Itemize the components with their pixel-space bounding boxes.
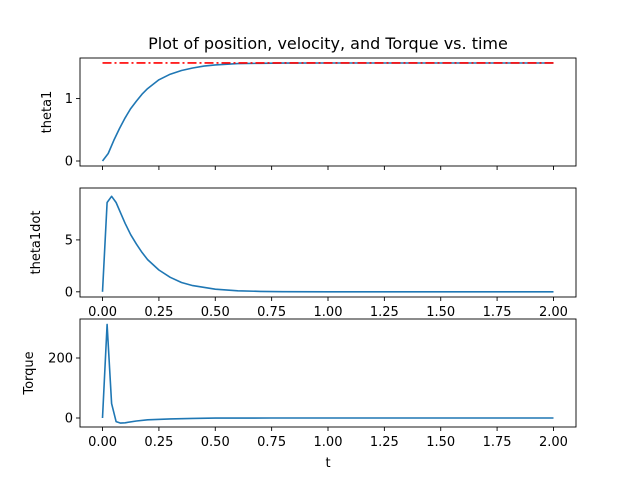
x-tick-label: 0.25	[144, 435, 173, 450]
x-tick-label: 1.25	[370, 435, 399, 450]
series-line-1	[101, 323, 554, 424]
x-tick-label: 2.00	[539, 305, 568, 320]
x-tick-label: 0.25	[144, 305, 173, 320]
y-tick-label: 0	[65, 412, 73, 427]
series-line-1	[101, 195, 554, 293]
x-tick-label: 1.50	[426, 305, 455, 320]
y-tick-label: 1	[65, 92, 73, 107]
y-tick-label: 0	[65, 155, 73, 170]
x-tick-label: 0.00	[88, 435, 117, 450]
x-tick-label: 1.75	[483, 435, 512, 450]
subplot-2: 0.00 0.25 0.50 0.75 1.00 1.25 1.50 1.75 2.00 0 5 th…	[29, 187, 577, 320]
x-tick-label: 0.00	[88, 305, 117, 320]
y-tick-label: 0	[65, 285, 73, 300]
x-tick-label: 0.50	[201, 305, 230, 320]
x-tick-label: 1.50	[426, 435, 455, 450]
y-axis-label: theta1	[40, 91, 55, 134]
figure-title: Plot of position, velocity, and Torque v…	[148, 34, 508, 53]
y-axis-label: Torque	[22, 351, 37, 395]
x-tick-label: 0.75	[257, 435, 286, 450]
x-tick-label: 2.00	[539, 435, 568, 450]
x-tick-label: 0.50	[201, 435, 230, 450]
x-tick-label: 1.25	[370, 305, 399, 320]
y-tick-label: 5	[65, 233, 73, 248]
subplots: 0 1 theta1 0.00 0.25 0.50 0.75 1.00 1.25 1.50 1.75…	[22, 57, 577, 450]
x-tick-label: 1.00	[314, 435, 343, 450]
x-axis-label: t	[325, 456, 330, 471]
subplot-3: 0.00 0.25 0.50 0.75 1.00 1.25 1.50 1.75 2.00 0 200…	[22, 318, 577, 450]
x-tick-label: 1.00	[314, 305, 343, 320]
y-axis-label: theta1dot	[29, 211, 44, 275]
y-tick-label: 200	[48, 352, 73, 367]
subplot-1: 0 1 theta1	[40, 57, 577, 170]
x-tick-label: 0.75	[257, 305, 286, 320]
x-tick-label: 1.75	[483, 305, 512, 320]
